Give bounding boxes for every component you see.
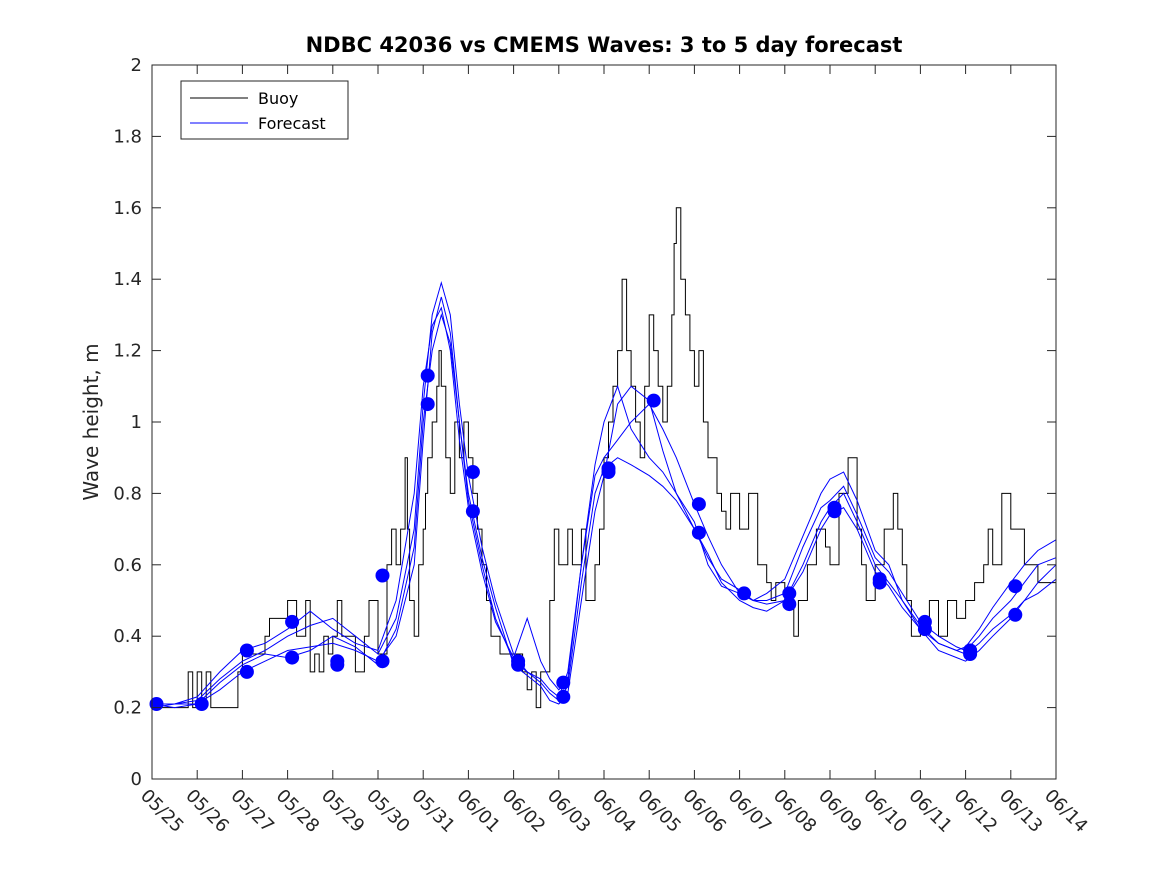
x-tick-label: 05/30 bbox=[362, 785, 414, 837]
y-axis-label: Wave height, m bbox=[79, 343, 103, 500]
forecast-point-32 bbox=[917, 622, 932, 637]
forecast-point-4 bbox=[239, 664, 254, 679]
plot-area: 00.20.40.60.811.21.41.61.8205/2505/2605/… bbox=[113, 55, 1091, 837]
forecast-point-13 bbox=[465, 465, 480, 479]
x-tick-label: 06/13 bbox=[995, 785, 1047, 837]
forecast-point-16 bbox=[511, 657, 526, 672]
forecast-point-5 bbox=[285, 614, 300, 629]
forecast-point-35 bbox=[1008, 579, 1023, 594]
y-tick-label: 0.6 bbox=[113, 555, 142, 576]
chart-title: NDBC 42036 vs CMEMS Waves: 3 to 5 day fo… bbox=[306, 33, 903, 57]
x-tick-label: 06/04 bbox=[588, 785, 640, 837]
forecast-point-24 bbox=[737, 586, 752, 601]
forecast-series-line-4 bbox=[151, 306, 1057, 709]
x-tick-label: 05/26 bbox=[181, 785, 233, 837]
forecast-point-9 bbox=[375, 568, 390, 583]
x-tick-label: 06/11 bbox=[905, 785, 957, 837]
x-tick-label: 06/03 bbox=[543, 785, 595, 837]
forecast-point-17 bbox=[556, 675, 571, 690]
forecast-point-12 bbox=[420, 397, 435, 412]
forecast-point-28 bbox=[827, 504, 842, 519]
x-tick-label: 06/14 bbox=[1040, 785, 1092, 837]
x-tick-label: 06/12 bbox=[950, 785, 1002, 837]
x-tick-label: 06/01 bbox=[453, 785, 505, 837]
forecast-point-25 bbox=[782, 586, 797, 601]
y-tick-label: 1.2 bbox=[113, 341, 142, 362]
x-tick-label: 05/29 bbox=[317, 785, 369, 837]
y-tick-label: 0 bbox=[131, 769, 142, 790]
legend: Buoy Forecast bbox=[180, 80, 349, 140]
buoy-series-line bbox=[152, 207, 1057, 709]
y-tick-label: 1.8 bbox=[113, 126, 142, 147]
y-tick-label: 0.8 bbox=[113, 483, 142, 504]
forecast-point-36 bbox=[1008, 607, 1023, 622]
forecast-point-2 bbox=[194, 697, 209, 711]
forecast-point-20 bbox=[601, 465, 616, 479]
y-tick-label: 1.6 bbox=[113, 198, 142, 219]
legend-buoy-label: Buoy bbox=[258, 89, 298, 108]
x-tick-label: 06/10 bbox=[859, 785, 911, 837]
x-tick-label: 06/08 bbox=[769, 785, 821, 837]
x-tick-label: 06/05 bbox=[633, 785, 685, 837]
forecast-point-6 bbox=[285, 650, 300, 665]
forecast-point-23 bbox=[691, 525, 706, 540]
x-tick-label: 06/09 bbox=[814, 785, 866, 837]
forecast-point-3 bbox=[239, 643, 254, 658]
x-tick-label: 06/07 bbox=[724, 785, 776, 837]
forecast-point-21 bbox=[646, 393, 661, 408]
y-tick-label: 0.4 bbox=[113, 626, 142, 647]
x-tick-label: 05/28 bbox=[272, 785, 324, 837]
forecast-point-8 bbox=[330, 657, 345, 672]
forecast-point-10 bbox=[375, 654, 390, 669]
legend-box bbox=[180, 80, 349, 140]
y-tick-label: 2 bbox=[131, 55, 142, 76]
x-tick-label: 05/25 bbox=[136, 785, 188, 837]
legend-forecast-label: Forecast bbox=[258, 114, 326, 133]
x-tick-label: 06/06 bbox=[679, 785, 731, 837]
forecast-point-22 bbox=[691, 497, 706, 512]
x-tick-label: 05/31 bbox=[407, 785, 459, 837]
forecast-point-14 bbox=[465, 504, 480, 519]
x-tick-label: 05/27 bbox=[227, 785, 279, 837]
forecast-series-line-3 bbox=[151, 313, 1057, 709]
forecast-point-26 bbox=[782, 597, 797, 612]
y-tick-label: 1 bbox=[131, 412, 142, 433]
x-tick-label: 06/02 bbox=[498, 785, 550, 837]
forecast-point-30 bbox=[872, 575, 887, 590]
y-tick-label: 1.4 bbox=[113, 269, 142, 290]
forecast-point-11 bbox=[420, 368, 435, 383]
y-tick-label: 0.2 bbox=[113, 698, 142, 719]
forecast-point-34 bbox=[963, 647, 978, 661]
forecast-point-18 bbox=[556, 689, 571, 704]
